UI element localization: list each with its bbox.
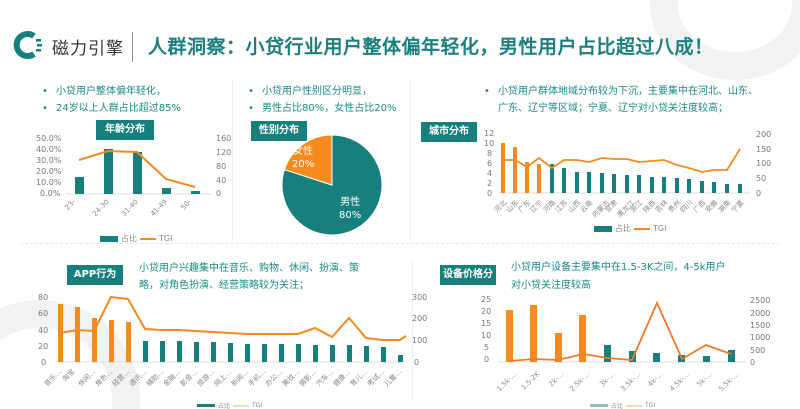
brand-logo-icon <box>13 31 42 59</box>
app-description-line-2: 略，对角色扮演、经营策略较为关注； <box>139 280 309 291</box>
legend-line-swatch <box>140 237 156 240</box>
city-chart-plot <box>498 143 750 194</box>
device-price-tag: 设备价格分布 <box>440 265 496 300</box>
age-chart-legend: 占比 TGI <box>100 233 172 244</box>
male-slice-label: 男性 80% <box>339 197 362 221</box>
page-title: 人群洞察：小贷行业用户整体偏年轻化，男性用户占比超过八成！ <box>148 36 714 58</box>
device-description-line-2: 对小贷关注度较高 <box>511 280 591 291</box>
legend-line-swatch <box>626 404 643 407</box>
gender-bullet-1: • 小贷用户性别区分明显， <box>248 86 372 97</box>
device-chart-legend: 占比 TGI <box>590 401 655 409</box>
gender-distribution-tag: 性别分布 <box>251 121 307 141</box>
divider <box>410 80 411 240</box>
legend-bar-swatch <box>590 404 608 407</box>
city-chart-legend: 占比 TGI <box>594 223 666 234</box>
divider <box>232 80 233 240</box>
city-distribution-tag: 城市分布 <box>421 122 477 142</box>
age-bullet-2: • 24岁以上人群占比超过85% <box>42 103 181 114</box>
gender-pie-chart <box>281 134 383 236</box>
divider <box>20 243 780 244</box>
legend-bar-swatch <box>594 225 612 232</box>
legend-bar-swatch <box>100 235 118 242</box>
legend-line-swatch <box>233 404 250 407</box>
brand-separator <box>132 32 133 62</box>
age-bullet-1: • 小贷用户整体偏年轻化， <box>42 86 166 97</box>
app-description-line-1: 小贷用户兴趣集中在音乐、购物、休闲、扮演、策 <box>139 263 359 274</box>
divider <box>412 260 413 400</box>
female-slice-label: 女性 20% <box>292 146 315 170</box>
device-chart-plot <box>498 300 746 363</box>
age-distribution-tag: 年龄分布 <box>96 120 154 140</box>
app-chart-legend: 占比 TGI <box>197 401 262 409</box>
brand-name: 磁力引擎 <box>52 39 124 59</box>
device-description-line-1: 小贷用户设备主要集中在1.5-3K之间，4-5k用户 <box>511 262 726 273</box>
app-chart-plot <box>56 295 407 363</box>
city-bullet-2: 广东、辽宁等区域；宁夏、辽宁对小贷关注度较高； <box>498 103 728 114</box>
app-behavior-tag: APP行为 <box>67 265 123 285</box>
legend-line-swatch <box>634 227 650 230</box>
age-chart-plot <box>66 149 211 195</box>
page-header: 磁力引擎 人群洞察：小贷行业用户整体偏年轻化，男性用户占比超过八成！ <box>0 0 800 78</box>
legend-bar-swatch <box>197 404 215 407</box>
gender-bullet-2: • 男性占比80%，女性占比20% <box>248 103 397 114</box>
city-bullet-1: • 小贷用户群体地域分布较为下沉，主要集中在河北、山东、 <box>484 86 758 97</box>
